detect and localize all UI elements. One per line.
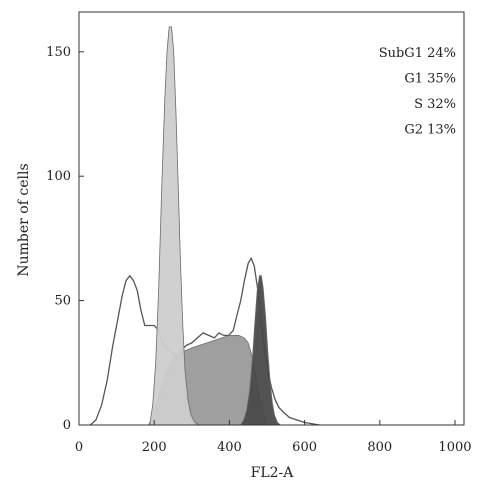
y-tick-label: 150 xyxy=(46,45,71,60)
x-tick-label: 0 xyxy=(75,440,83,455)
legend-entry-subg1: SubG1 24% xyxy=(379,46,456,61)
y-tick-label: 50 xyxy=(54,294,71,309)
x-tick-label: 1000 xyxy=(438,440,471,455)
y-axis-title: Number of cells xyxy=(16,163,32,276)
x-axis-title: FL2-A xyxy=(251,465,295,481)
axes-layer: 0 200 400 600 800 1000 0 50 100 150 xyxy=(46,45,471,455)
series-g1-area xyxy=(149,26,201,426)
y-tick-label: 100 xyxy=(46,169,71,184)
y-tick-label: 0 xyxy=(63,418,71,433)
legend: SubG1 24% G1 35% S 32% G2 13% xyxy=(379,46,456,138)
x-tick-label: 400 xyxy=(217,440,242,455)
series-g2-area xyxy=(239,275,282,426)
series-layer xyxy=(89,26,320,426)
legend-entry-g2: G2 13% xyxy=(404,123,456,138)
x-tick-label: 200 xyxy=(142,440,167,455)
x-tick-label: 800 xyxy=(367,440,392,455)
plot-frame xyxy=(78,11,465,426)
legend-entry-g1: G1 35% xyxy=(404,72,456,87)
legend-entry-s: S 32% xyxy=(414,97,456,112)
x-tick-label: 600 xyxy=(292,440,317,455)
